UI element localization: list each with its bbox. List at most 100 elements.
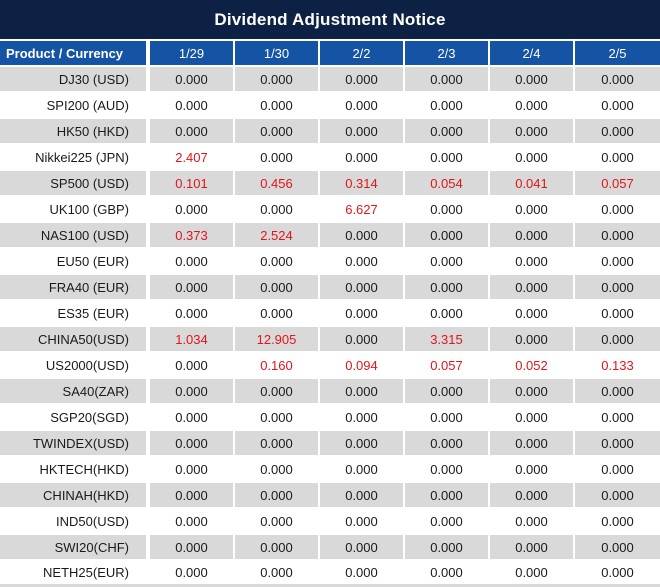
- value-cell: 0.000: [320, 301, 405, 325]
- value-cell: 0.000: [490, 197, 575, 221]
- table-row: SA40(ZAR) 0.000 0.000 0.000 0.000 0.000 0.000: [0, 379, 660, 405]
- product-cell: CHINA50(USD): [0, 327, 150, 351]
- value-cell: 0.000: [601, 227, 634, 243]
- value-cell: 0.000: [320, 509, 405, 533]
- value-cell: 0.000: [490, 67, 575, 91]
- value-cell: 0.000: [320, 483, 405, 507]
- value-cell: 12.905: [235, 327, 320, 351]
- value-cell: 0.000: [490, 119, 575, 143]
- product-cell: IND50(USD): [0, 509, 150, 533]
- value-cell: 0.000: [601, 253, 634, 269]
- value-cell: 0.000: [235, 93, 320, 117]
- value-cell: 0.000: [490, 561, 575, 584]
- value-cell: 0.000: [320, 145, 405, 169]
- product-cell: EU50 (EUR): [0, 249, 150, 273]
- title-bar: Dividend Adjustment Notice: [0, 0, 660, 41]
- value-cell: 0.000: [405, 509, 490, 533]
- table-row: SWI20(CHF) 0.000 0.000 0.000 0.000 0.000 0.000: [0, 535, 660, 561]
- value-cell: 0.057: [601, 175, 634, 191]
- product-cell: CHINAH(HKD): [0, 483, 150, 507]
- page-title: Dividend Adjustment Notice: [214, 9, 446, 29]
- value-cell: 0.000: [601, 279, 634, 295]
- table-row: NETH25(EUR) 0.000 0.000 0.000 0.000 0.000 0.00…: [0, 561, 660, 587]
- value-cell: 0.000: [320, 67, 405, 91]
- value-cell: 0.000: [490, 223, 575, 247]
- date-column-header: 2/5: [608, 45, 627, 61]
- value-cell: 0.000: [235, 561, 320, 584]
- value-cell: 0.000: [405, 405, 490, 429]
- value-cell: 0.000: [150, 535, 235, 559]
- value-cell: 0.133: [601, 357, 634, 373]
- table-row: ES35 (EUR) 0.000 0.000 0.000 0.000 0.000 0.000: [0, 301, 660, 327]
- product-cell: TWINDEX(USD): [0, 431, 150, 455]
- value-cell: 0.000: [405, 431, 490, 455]
- value-cell: 0.000: [235, 145, 320, 169]
- value-cell: 0.000: [235, 249, 320, 273]
- value-cell: 0.000: [405, 249, 490, 273]
- value-cell: 0.054: [405, 171, 490, 195]
- value-cell: 0.000: [601, 539, 634, 555]
- value-cell: 0.000: [235, 509, 320, 533]
- value-cell: 0.314: [320, 171, 405, 195]
- value-cell: 0.000: [150, 93, 235, 117]
- value-cell: 0.000: [235, 483, 320, 507]
- product-cell: Nikkei225 (JPN): [0, 145, 150, 169]
- value-cell: 0.041: [490, 171, 575, 195]
- value-cell: 0.000: [150, 249, 235, 273]
- value-cell: 1.034: [150, 327, 235, 351]
- value-cell: 0.000: [150, 67, 235, 91]
- table-row: SPI200 (AUD) 0.000 0.000 0.000 0.000 0.000 0.0…: [0, 93, 660, 119]
- value-cell: 0.000: [601, 305, 634, 321]
- value-cell: 0.000: [150, 119, 235, 143]
- date-column-header: 2/3: [405, 41, 490, 65]
- value-cell: 0.000: [320, 275, 405, 299]
- product-cell: SPI200 (AUD): [0, 93, 150, 117]
- value-cell: 0.000: [405, 197, 490, 221]
- value-cell: 0.000: [601, 201, 634, 217]
- value-cell: 0.000: [405, 301, 490, 325]
- value-cell: 0.000: [320, 223, 405, 247]
- value-cell: 0.373: [150, 223, 235, 247]
- value-cell: 0.000: [405, 119, 490, 143]
- value-cell: 0.000: [405, 535, 490, 559]
- value-cell: 0.000: [490, 145, 575, 169]
- value-cell: 0.000: [490, 431, 575, 455]
- table-row: EU50 (EUR) 0.000 0.000 0.000 0.000 0.000 0.000: [0, 249, 660, 275]
- product-cell: FRA40 (EUR): [0, 275, 150, 299]
- value-cell: 0.000: [601, 383, 634, 399]
- value-cell: 0.000: [405, 145, 490, 169]
- product-cell: US2000(USD): [0, 353, 150, 377]
- value-cell: 0.000: [490, 483, 575, 507]
- product-cell: HK50 (HKD): [0, 119, 150, 143]
- product-cell: DJ30 (USD): [0, 67, 150, 91]
- value-cell: 0.000: [235, 431, 320, 455]
- table-row: IND50(USD) 0.000 0.000 0.000 0.000 0.000 0.000: [0, 509, 660, 535]
- value-cell: 0.052: [490, 353, 575, 377]
- value-cell: 0.000: [490, 249, 575, 273]
- value-cell: 3.315: [405, 327, 490, 351]
- value-cell: 0.000: [150, 353, 235, 377]
- product-cell: UK100 (GBP): [0, 197, 150, 221]
- value-cell: 0.000: [150, 275, 235, 299]
- value-cell: 0.000: [490, 509, 575, 533]
- table-row: TWINDEX(USD) 0.000 0.000 0.000 0.000 0.000 0.0…: [0, 431, 660, 457]
- table-row: US2000(USD) 0.000 0.160 0.094 0.057 0.052 0.13…: [0, 353, 660, 379]
- value-cell: 0.000: [320, 327, 405, 351]
- value-cell: 0.000: [405, 457, 490, 481]
- value-cell: 0.000: [405, 561, 490, 584]
- value-cell: 0.000: [150, 405, 235, 429]
- value-cell: 0.000: [150, 483, 235, 507]
- table-row: SP500 (USD) 0.101 0.456 0.314 0.054 0.041 0.05…: [0, 171, 660, 197]
- table-row: NAS100 (USD) 0.373 2.524 0.000 0.000 0.000 0.0…: [0, 223, 660, 249]
- date-column-header: 1/29: [150, 41, 235, 65]
- value-cell: 0.000: [490, 93, 575, 117]
- value-cell: 0.456: [235, 171, 320, 195]
- value-cell: 0.000: [235, 67, 320, 91]
- value-cell: 0.000: [320, 93, 405, 117]
- table-row: CHINA50(USD) 1.034 12.905 0.000 3.315 0.000 0.…: [0, 327, 660, 353]
- value-cell: 0.000: [405, 379, 490, 403]
- value-cell: 0.000: [150, 561, 235, 584]
- product-cell: SA40(ZAR): [0, 379, 150, 403]
- value-cell: 0.000: [320, 249, 405, 273]
- value-cell: 0.000: [235, 379, 320, 403]
